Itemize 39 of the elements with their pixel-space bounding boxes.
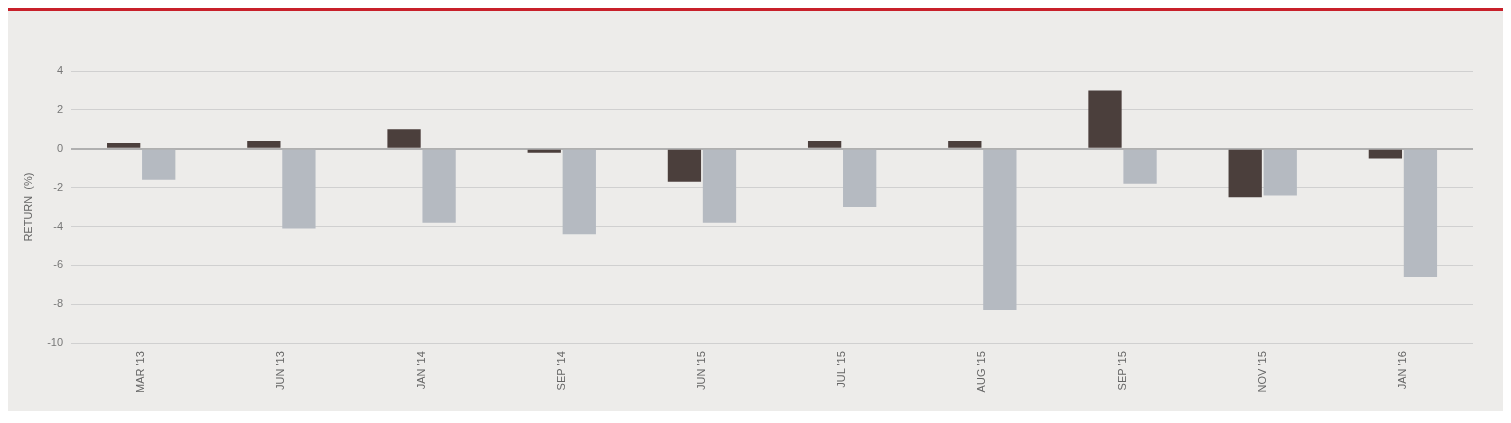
bar [422, 149, 456, 223]
y-tick-label: -2 [53, 180, 64, 193]
y-tick-label: -8 [53, 297, 64, 310]
bar [1263, 149, 1297, 196]
bar [667, 149, 702, 182]
y-axis-title: RETURN (%) [21, 172, 34, 242]
bar [843, 149, 877, 208]
x-tick-label: NOV '15 [1255, 351, 1268, 393]
bar [1123, 149, 1157, 184]
bar [142, 149, 176, 180]
x-tick-label: MAR '13 [134, 351, 147, 394]
x-tick-label: SEP '14 [554, 351, 567, 391]
x-tick-label: AUG '15 [975, 351, 988, 393]
bar [1088, 90, 1122, 148]
bar [1228, 149, 1262, 198]
y-tick-label: -10 [47, 336, 64, 349]
bar [387, 129, 421, 148]
bar [1368, 149, 1403, 159]
x-tick-label: JUN '13 [274, 351, 287, 390]
bar [107, 142, 141, 148]
bar [807, 140, 842, 148]
bar [562, 149, 596, 235]
y-tick-label: -6 [53, 258, 64, 271]
x-tick-label: JUL '15 [835, 351, 848, 388]
x-tick-label: JAN '16 [1395, 351, 1408, 390]
bar [527, 149, 561, 153]
bar [282, 149, 316, 229]
y-tick-label: -4 [53, 219, 64, 232]
x-tick-label: SEP '15 [1115, 351, 1128, 391]
bar [983, 149, 1017, 311]
bar [702, 149, 737, 223]
x-tick-label: JUN '15 [694, 351, 707, 390]
bar [1403, 149, 1438, 278]
y-tick-label: 2 [56, 102, 64, 115]
y-tick-label: 0 [56, 141, 64, 154]
y-tick-label: 4 [56, 64, 64, 77]
x-tick-label: JAN '14 [414, 351, 427, 390]
bar [247, 140, 281, 148]
bar [948, 140, 982, 148]
